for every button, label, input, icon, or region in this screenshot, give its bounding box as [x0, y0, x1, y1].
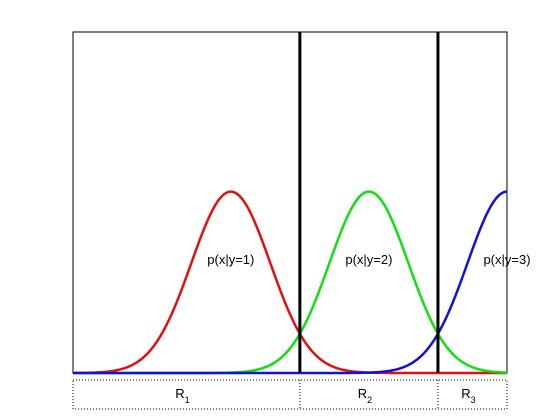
- region-label-2: R2: [358, 386, 372, 405]
- density-curve-3: [73, 190, 508, 375]
- decision-boundaries: [298, 32, 440, 373]
- region-bar: R1 R2 R3: [72, 379, 508, 410]
- region-bar-frame: [72, 379, 508, 410]
- density-curves: [72, 190, 508, 375]
- region-label-1: R1: [175, 386, 189, 405]
- curve-label-2: p(x|y=2): [345, 252, 392, 267]
- density-curve-1: [72, 190, 507, 375]
- curve-label-3: p(x|y=3): [483, 252, 530, 267]
- curve-label-1: p(x|y=1): [207, 252, 254, 267]
- curve-labels: p(x|y=1) p(x|y=2) p(x|y=3): [207, 252, 530, 267]
- region-label-3: R3: [461, 386, 475, 405]
- plot-frame: [72, 31, 508, 374]
